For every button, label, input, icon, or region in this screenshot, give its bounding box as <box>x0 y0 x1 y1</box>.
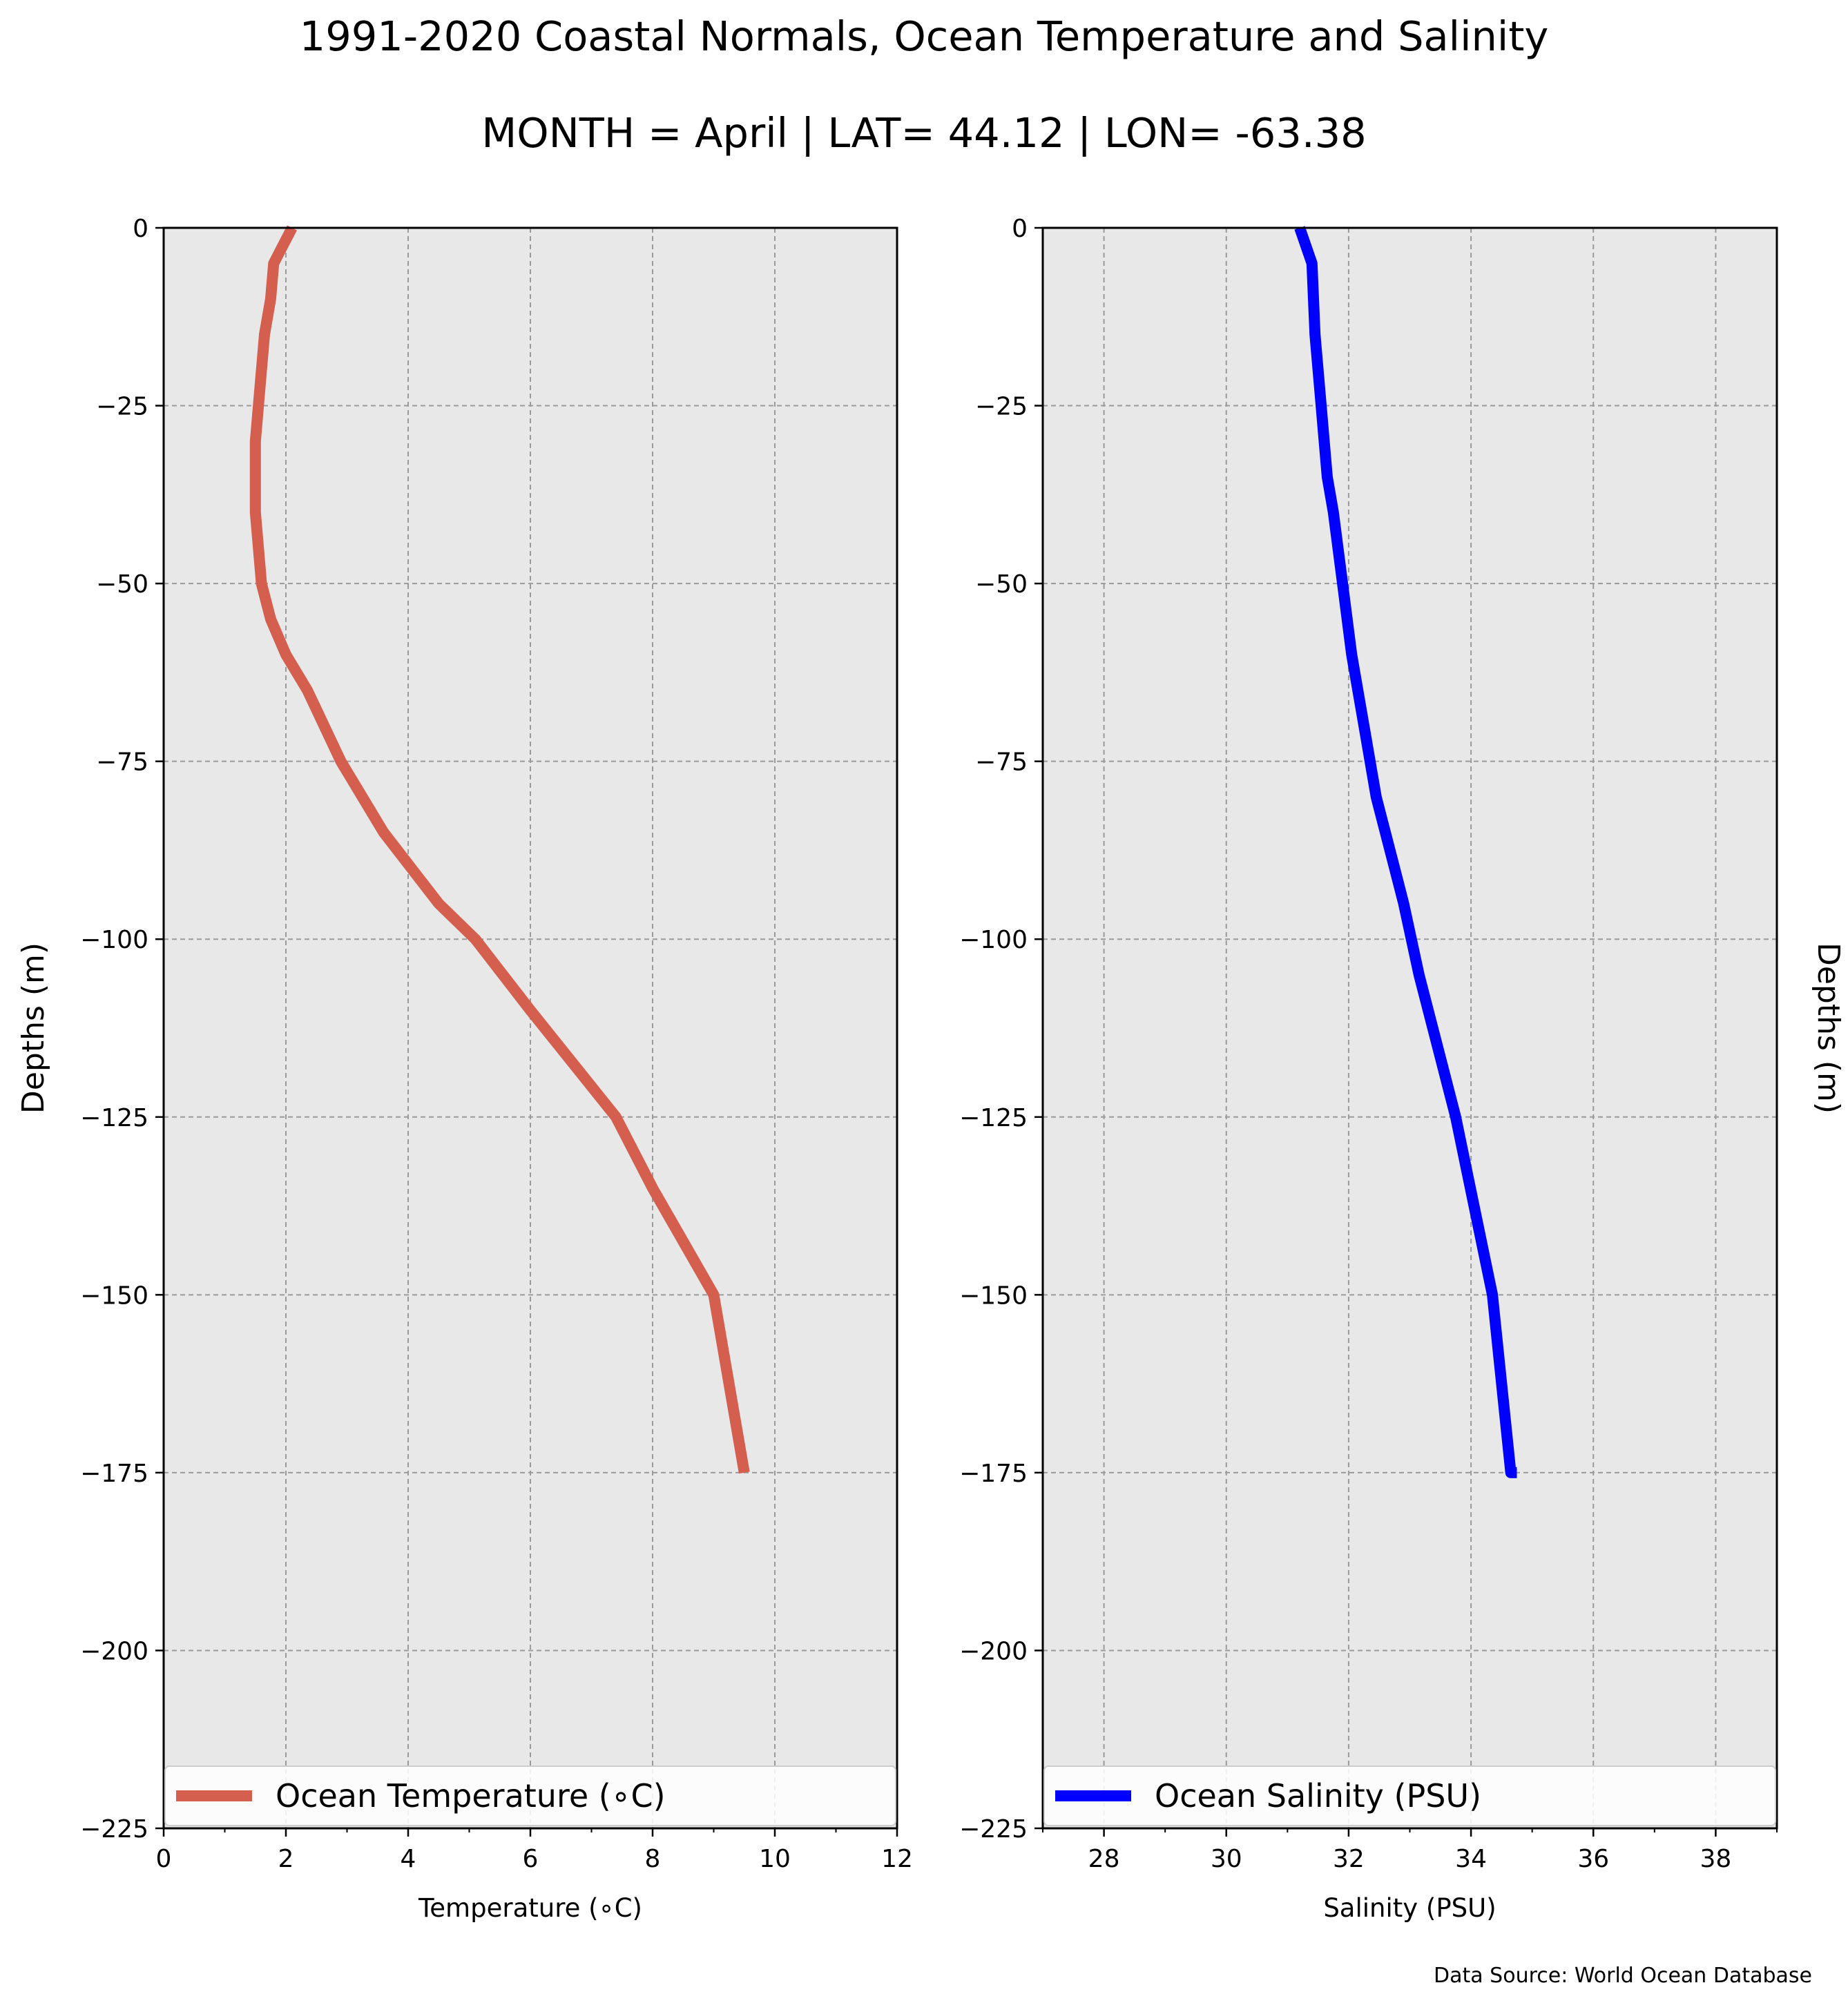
y-tick-label: −125 <box>80 1104 148 1132</box>
y-tick-label: −75 <box>96 748 148 777</box>
y-axis-label: Depths (m) <box>16 942 51 1114</box>
legend <box>1043 1765 1776 1826</box>
y-tick-label: 0 <box>133 215 148 243</box>
x-tick-label: 12 <box>881 1845 913 1873</box>
x-tick-label: 0 <box>156 1845 172 1873</box>
x-axis-label: Temperature (∘C) <box>418 1893 642 1923</box>
y-tick-label: −225 <box>959 1815 1028 1844</box>
y-tick-label: −50 <box>975 570 1028 599</box>
chart-title: 1991-2020 Coastal Normals, Ocean Tempera… <box>299 12 1549 60</box>
chart-subtitle: MONTH = April | LAT= 44.12 | LON= -63.38 <box>481 109 1367 157</box>
legend-label: Ocean Salinity (PSU) <box>1155 1777 1481 1815</box>
x-tick-label: 32 <box>1333 1845 1365 1873</box>
y-tick-label: −150 <box>959 1281 1028 1310</box>
y-tick-label: −175 <box>80 1460 148 1488</box>
y-tick-label: −175 <box>959 1460 1028 1488</box>
y-axis-label: Depths (m) <box>1811 942 1846 1114</box>
y-tick-label: −100 <box>959 926 1028 954</box>
plot-background <box>1043 228 1777 1828</box>
y-tick-label: −200 <box>80 1637 148 1665</box>
y-tick-label: −25 <box>96 393 148 421</box>
y-tick-label: −225 <box>80 1815 148 1844</box>
legend <box>164 1765 896 1826</box>
x-tick-label: 36 <box>1577 1845 1609 1873</box>
y-tick-label: −100 <box>80 926 148 954</box>
x-tick-label: 30 <box>1211 1845 1242 1873</box>
y-tick-label: −150 <box>80 1281 148 1310</box>
x-tick-label: 38 <box>1700 1845 1732 1873</box>
x-tick-label: 4 <box>401 1845 416 1873</box>
y-tick-label: −125 <box>959 1104 1028 1132</box>
y-tick-label: −75 <box>975 748 1028 777</box>
data-source-note: Data Source: World Ocean Database <box>1434 1964 1812 1988</box>
x-tick-label: 6 <box>523 1845 539 1873</box>
x-tick-label: 10 <box>759 1845 791 1873</box>
x-tick-label: 8 <box>645 1845 661 1873</box>
y-tick-label: 0 <box>1012 215 1028 243</box>
x-tick-label: 34 <box>1455 1845 1487 1873</box>
y-tick-label: −200 <box>959 1637 1028 1665</box>
x-tick-label: 28 <box>1088 1845 1120 1873</box>
panel-1: 0 −25 −50 −75 −100 −125 −150 −175 −200 −225 0 2 4 6 8 1… <box>16 215 913 1923</box>
panel-2: 0 −25 −50 −75 −100 −125 −150 −175 −200 −225 28 30 32… <box>959 215 1846 1923</box>
x-tick-label: 2 <box>278 1845 294 1873</box>
series-line <box>1294 226 1517 1478</box>
legend-label: Ocean Temperature (∘C) <box>276 1777 666 1815</box>
series-line <box>249 225 750 1474</box>
x-axis-label: Salinity (PSU) <box>1323 1893 1496 1923</box>
y-tick-label: −25 <box>975 393 1028 421</box>
y-tick-label: −50 <box>96 570 148 599</box>
